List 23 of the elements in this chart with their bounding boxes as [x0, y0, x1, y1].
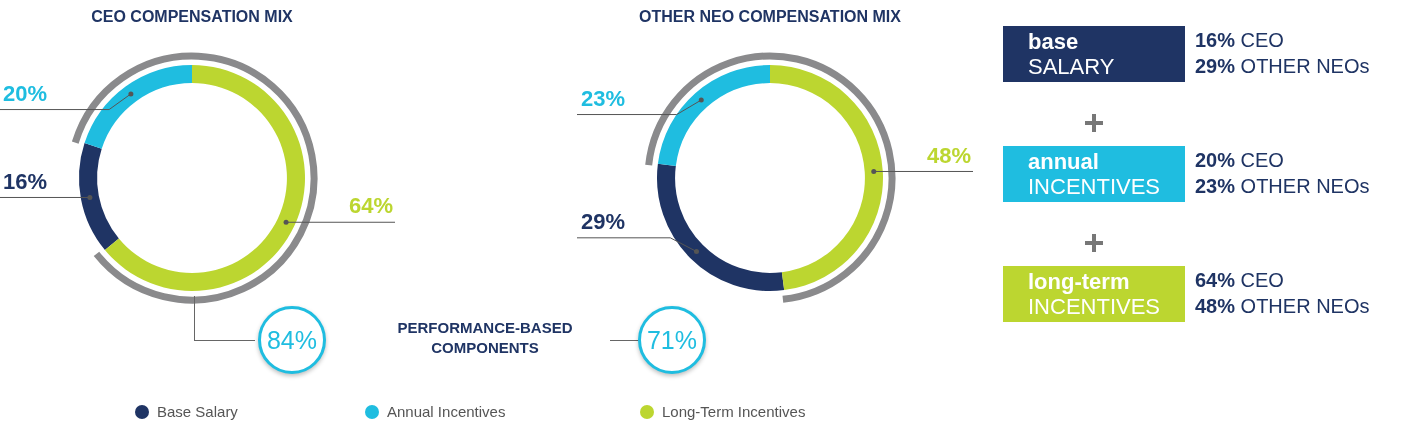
data-label: 29% [581, 208, 626, 234]
text: 64% CEO [1195, 269, 1284, 291]
text: 16% CEO [1195, 29, 1284, 51]
data-label: 64% [348, 193, 393, 219]
data-label: 48% [926, 142, 971, 168]
circle-badge: 84% [258, 306, 326, 374]
data-label: 23% [581, 85, 626, 111]
text: 20% CEO [1195, 149, 1284, 171]
text: PERFORMANCE-BASED COMPONENTS [396, 318, 574, 358]
chart-title: CEO COMPENSATION MIX [90, 8, 294, 26]
text: 48% OTHER NEOs [1195, 295, 1370, 317]
category-label: long-term INCENTIVES [1028, 269, 1162, 319]
category-label: annual INCENTIVES [1028, 149, 1162, 199]
circle-badge: 71% [638, 306, 706, 374]
text: 23% OTHER NEOs [1195, 175, 1370, 197]
category-label: base SALARY [1028, 29, 1116, 79]
chart-title: OTHER NEO COMPENSATION MIX [638, 8, 902, 26]
legend-label: Long-Term Incentives [662, 403, 806, 420]
legend-label: Annual Incentives [387, 403, 506, 420]
text: 29% OTHER NEOs [1195, 55, 1370, 77]
data-label: 20% [3, 80, 48, 106]
data-label: 16% [3, 168, 48, 194]
legend-label: Base Salary [157, 403, 238, 420]
